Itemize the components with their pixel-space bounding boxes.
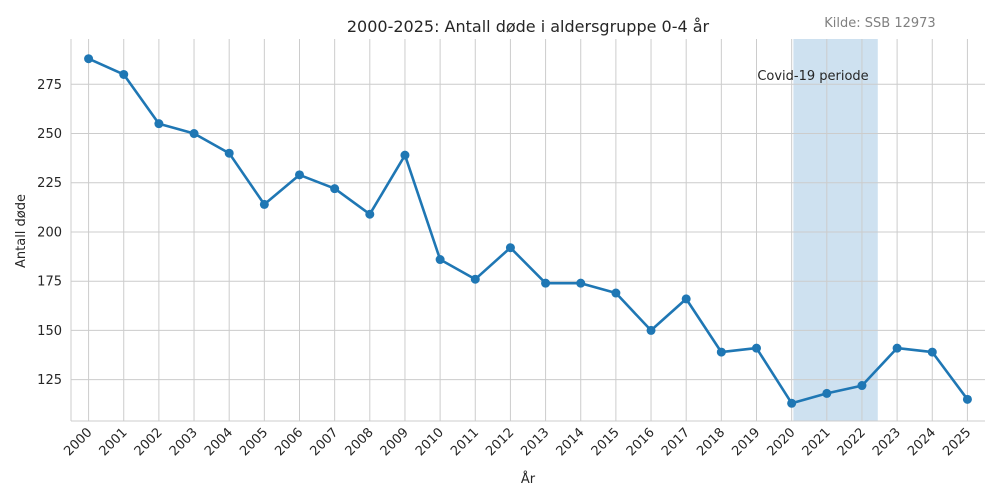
data-point bbox=[400, 150, 410, 160]
y-tick-label: 250 bbox=[37, 127, 62, 142]
y-tick-label: 225 bbox=[37, 176, 62, 191]
data-point bbox=[295, 170, 304, 180]
x-tick-label: 2023 bbox=[870, 425, 904, 459]
y-tick-label: 175 bbox=[37, 275, 62, 290]
data-point bbox=[752, 343, 761, 353]
x-tick-label: 2015 bbox=[589, 425, 623, 459]
data-point bbox=[154, 119, 164, 129]
y-axis-label: Antall døde bbox=[14, 194, 29, 268]
y-tick-label: 125 bbox=[37, 373, 62, 388]
data-point bbox=[857, 381, 867, 391]
series-layer bbox=[84, 54, 972, 408]
x-tick-label: 2022 bbox=[835, 425, 869, 459]
highlight-layer bbox=[793, 39, 878, 421]
source-note: Kilde: SSB 12973 bbox=[824, 16, 935, 31]
x-tick-label: 2013 bbox=[518, 425, 552, 459]
x-tick-label: 2014 bbox=[554, 425, 588, 459]
x-tick-label: 2018 bbox=[694, 425, 728, 459]
data-point bbox=[576, 278, 586, 288]
data-point bbox=[892, 343, 902, 353]
highlight-label: Covid-19 periode bbox=[757, 69, 868, 84]
data-point bbox=[716, 347, 726, 357]
y-tick-label: 275 bbox=[37, 78, 62, 93]
x-tick-label: 2000 bbox=[61, 425, 95, 459]
grid-layer bbox=[71, 39, 985, 421]
x-tick-label: 2016 bbox=[624, 425, 658, 459]
data-point bbox=[646, 325, 656, 335]
x-tick-label: 2019 bbox=[729, 425, 763, 459]
x-axis-label: År bbox=[521, 471, 536, 487]
x-tick-label: 2020 bbox=[764, 425, 798, 459]
data-point bbox=[787, 398, 797, 408]
data-point bbox=[189, 129, 199, 139]
axis-layer bbox=[70, 39, 985, 422]
data-point bbox=[330, 184, 340, 194]
x-tick-label: 2010 bbox=[413, 425, 447, 459]
x-tick-label: 2007 bbox=[307, 425, 341, 459]
data-point bbox=[259, 199, 269, 209]
x-tick-label: 2005 bbox=[237, 425, 271, 459]
data-point bbox=[470, 274, 480, 284]
x-tick-label: 2017 bbox=[659, 425, 693, 459]
data-point bbox=[962, 394, 972, 404]
x-tick-label: 2012 bbox=[483, 425, 517, 459]
x-tick-label: 2009 bbox=[378, 425, 412, 459]
data-point bbox=[119, 69, 129, 79]
data-point bbox=[435, 255, 445, 265]
x-tick-label: 2001 bbox=[97, 425, 131, 459]
data-point bbox=[365, 209, 375, 219]
x-tick-label: 2024 bbox=[905, 425, 939, 459]
covid-highlight-band bbox=[793, 39, 878, 421]
y-tick-label: 200 bbox=[37, 225, 62, 240]
x-tick-label: 2002 bbox=[132, 425, 166, 459]
x-tick-label: 2003 bbox=[167, 425, 201, 459]
y-tick-label: 150 bbox=[37, 324, 62, 339]
chart-title: 2000-2025: Antall døde i aldersgruppe 0-… bbox=[347, 17, 710, 36]
data-point bbox=[84, 54, 94, 64]
data-point bbox=[505, 243, 515, 253]
x-tick-label: 2025 bbox=[940, 425, 974, 459]
x-tick-label: 2006 bbox=[272, 425, 306, 459]
data-point bbox=[541, 278, 551, 288]
data-point bbox=[822, 388, 832, 398]
x-tick-label: 2011 bbox=[448, 425, 482, 459]
data-point bbox=[927, 347, 937, 357]
data-point bbox=[681, 294, 691, 304]
x-tick-label: 2008 bbox=[343, 425, 377, 459]
data-point bbox=[224, 148, 234, 158]
series-line bbox=[87, 57, 969, 405]
x-tick-label: 2004 bbox=[202, 425, 236, 459]
x-tick-label: 2021 bbox=[800, 425, 834, 459]
data-point bbox=[611, 288, 621, 298]
